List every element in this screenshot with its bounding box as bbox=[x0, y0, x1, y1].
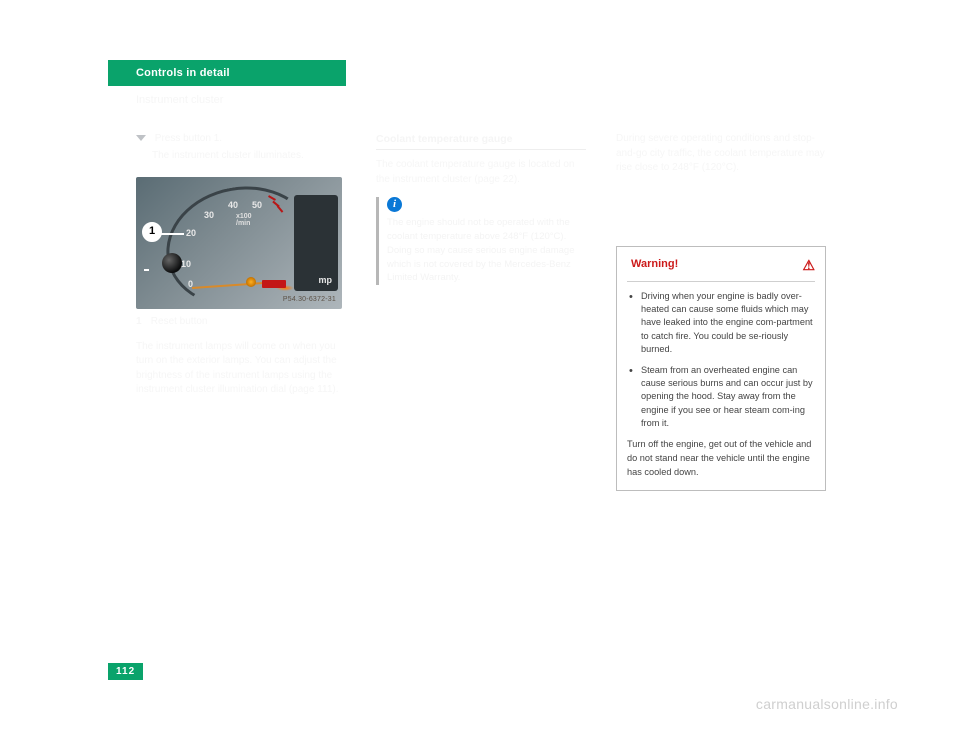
step-row: Press button 1. bbox=[136, 132, 346, 147]
right-gauge-label: mp bbox=[319, 274, 333, 287]
warning-list: Driving when your engine is badly over-h… bbox=[627, 290, 815, 430]
gauge-tick-50: 50 bbox=[252, 199, 262, 212]
column-left: Press button 1. The instrument cluster i… bbox=[136, 132, 346, 398]
callout-number: 1 bbox=[149, 224, 155, 240]
note-text: The engine should not be operated with t… bbox=[387, 216, 586, 285]
brake-indicator-icon bbox=[262, 280, 286, 288]
gauge-tick-20: 20 bbox=[186, 227, 196, 240]
photo-reference-code: P54.30-6372-31 bbox=[283, 295, 336, 305]
column-left-paragraph: The instrument lamps will come on when y… bbox=[136, 340, 346, 398]
figure-legend: 1 Reset button bbox=[136, 315, 346, 330]
warning-body: Driving when your engine is badly over-h… bbox=[627, 290, 815, 480]
gauge-tick-40: 40 bbox=[228, 199, 238, 212]
gauge-unit-top: x100 bbox=[236, 213, 252, 220]
info-icon: i bbox=[387, 197, 402, 212]
watermark: carmanualsonline.info bbox=[756, 696, 898, 712]
chapter-header-bar: Controls in detail bbox=[108, 60, 346, 86]
subsection-intro: The coolant temperature gauge is located… bbox=[376, 158, 586, 187]
warning-triangle-icon: ⚠ bbox=[802, 255, 815, 275]
warning-rule bbox=[627, 281, 815, 282]
warning-bullet: Driving when your engine is badly over-h… bbox=[627, 290, 815, 357]
redline-marks bbox=[268, 197, 286, 213]
page-number-badge: 112 bbox=[108, 663, 143, 680]
step-text: Press button 1. bbox=[155, 133, 222, 144]
figure-legend-num: 1 bbox=[136, 315, 148, 330]
warning-bullet: Steam from an overheated engine can caus… bbox=[627, 364, 815, 431]
heading-rule bbox=[376, 149, 586, 150]
note-block: i The engine should not be operated with… bbox=[376, 197, 586, 285]
gauge-tick-0: 0 bbox=[188, 278, 193, 291]
gauge-unit-bot: /min bbox=[236, 220, 250, 227]
column-middle: Coolant temperature gauge The coolant te… bbox=[376, 132, 586, 285]
warning-footer: Turn off the engine, get out of the vehi… bbox=[627, 438, 815, 479]
knob-tick bbox=[144, 269, 149, 271]
tachometer-photo: 0 10 20 30 40 50 x100 /min mp 1 P54.30-6… bbox=[136, 177, 342, 309]
column-right: During severe operating conditions and s… bbox=[616, 132, 826, 491]
warning-box: Warning! ⚠ Driving when your engine is b… bbox=[616, 246, 826, 491]
column-right-lead: During severe operating conditions and s… bbox=[616, 132, 826, 176]
section-title: Instrument cluster bbox=[136, 94, 223, 106]
gauge-unit: x100 /min bbox=[236, 213, 252, 227]
callout-balloon: 1 bbox=[142, 222, 162, 242]
reset-knob bbox=[162, 253, 182, 273]
figure-legend-text: Reset button bbox=[151, 316, 208, 327]
chapter-title: Controls in detail bbox=[108, 67, 230, 79]
step-marker-icon bbox=[136, 135, 146, 141]
subsection-heading: Coolant temperature gauge bbox=[376, 132, 586, 147]
warning-header: Warning! ⚠ bbox=[627, 255, 815, 281]
manual-page: Controls in detail Instrument cluster Pr… bbox=[108, 60, 852, 680]
step-result: The instrument cluster illuminates. bbox=[136, 149, 346, 164]
amber-lamp-icon bbox=[246, 277, 256, 287]
gauge-tick-10: 10 bbox=[181, 258, 191, 271]
gauge-tick-30: 30 bbox=[204, 209, 214, 222]
warning-title: Warning! bbox=[627, 257, 678, 273]
